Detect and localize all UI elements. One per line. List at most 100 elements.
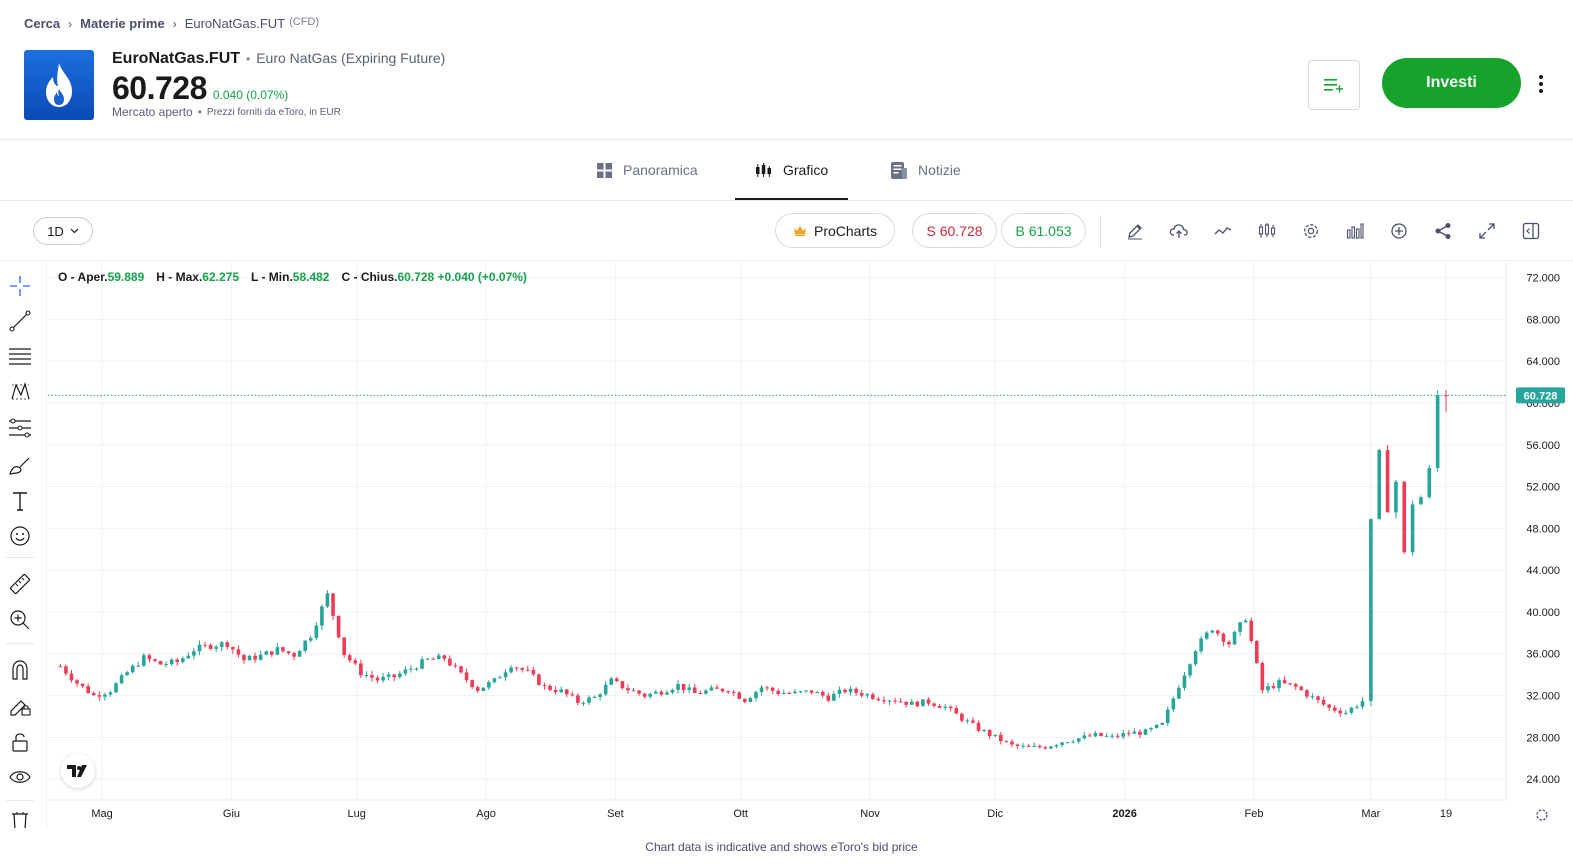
magnet-icon[interactable] bbox=[8, 658, 32, 682]
pattern-icon[interactable] bbox=[8, 379, 32, 403]
pencil-icon[interactable] bbox=[1124, 220, 1146, 242]
candle-body bbox=[1249, 620, 1254, 641]
timeframe-selector[interactable]: 1D bbox=[33, 217, 93, 245]
tab-chart[interactable]: Grafico bbox=[734, 140, 849, 200]
procharts-button[interactable]: ProCharts bbox=[775, 213, 895, 248]
tab-overview[interactable]: Panoramica bbox=[597, 140, 698, 200]
tab-news[interactable]: Notizie bbox=[891, 140, 961, 200]
tradingview-icon bbox=[67, 765, 87, 777]
breadcrumb: Cerca › Materie prime › EuroNatGas.FUT (… bbox=[24, 16, 319, 32]
ruler-icon[interactable] bbox=[8, 572, 32, 596]
x-axis-tick-label: Ott bbox=[733, 808, 748, 820]
horizontal-lines-icon[interactable] bbox=[8, 344, 32, 368]
candle-body bbox=[192, 651, 196, 656]
lock-drawing-icon[interactable] bbox=[8, 694, 32, 718]
candle-body bbox=[425, 658, 430, 660]
candle-body bbox=[932, 703, 936, 706]
trend-line-icon[interactable] bbox=[8, 309, 32, 333]
y-axis-tick-label: 32.000 bbox=[1526, 691, 1560, 703]
candle-body bbox=[203, 644, 207, 646]
x-axis-tick-label: Mar bbox=[1361, 808, 1380, 820]
candle-body bbox=[832, 693, 836, 701]
candle-body bbox=[687, 687, 691, 691]
candle-body bbox=[793, 691, 797, 694]
eye-icon[interactable] bbox=[8, 765, 32, 789]
y-axis-tick-label: 52.000 bbox=[1526, 482, 1560, 494]
x-axis-tick-label: Giu bbox=[223, 808, 240, 820]
add-indicator-icon[interactable] bbox=[1388, 220, 1410, 242]
brush-icon[interactable] bbox=[8, 454, 32, 478]
candle-body bbox=[676, 683, 680, 690]
candle-body bbox=[871, 694, 875, 699]
candle-body bbox=[175, 659, 180, 663]
candle-body bbox=[982, 730, 986, 732]
candle-body bbox=[993, 734, 998, 736]
emoji-icon[interactable] bbox=[8, 524, 32, 548]
candle-body bbox=[1394, 481, 1398, 513]
bar-chart-icon[interactable] bbox=[1344, 220, 1366, 242]
lock-icon[interactable] bbox=[8, 730, 32, 754]
buy-button[interactable]: B 61.053 bbox=[1001, 213, 1086, 248]
candle-body bbox=[1127, 733, 1131, 735]
price-change: 0.040 (0.07%) bbox=[212, 88, 289, 102]
candle-body bbox=[381, 676, 385, 681]
candle-body bbox=[103, 694, 107, 697]
candle-body bbox=[770, 687, 775, 691]
breadcrumb-link-search[interactable]: Cerca bbox=[24, 16, 61, 31]
fib-icon[interactable] bbox=[8, 416, 32, 440]
gear-icon bbox=[1536, 809, 1548, 821]
more-vertical-icon bbox=[1539, 75, 1543, 79]
candle-body bbox=[1427, 468, 1432, 498]
x-axis-tick-label: Lug bbox=[347, 808, 365, 820]
candle-body bbox=[999, 734, 1003, 742]
more-options-button[interactable] bbox=[1533, 70, 1549, 98]
candle-body bbox=[943, 706, 947, 708]
candle-body bbox=[1271, 686, 1276, 689]
zoom-in-icon[interactable] bbox=[8, 608, 32, 632]
trash-icon[interactable] bbox=[8, 812, 32, 828]
line-chart-icon[interactable] bbox=[1212, 220, 1234, 242]
candle-body bbox=[275, 647, 280, 655]
sell-button[interactable]: S 60.728 bbox=[912, 213, 997, 248]
price-chart[interactable]: 72.00068.00064.00060.00056.00052.00048.0… bbox=[48, 262, 1573, 827]
candle-body bbox=[1310, 696, 1315, 698]
candle-body bbox=[1402, 481, 1407, 553]
tradingview-logo[interactable] bbox=[61, 754, 95, 788]
candle-body bbox=[80, 683, 85, 687]
candle-body bbox=[1015, 744, 1020, 747]
toolbar-divider bbox=[6, 800, 34, 801]
tab-label: Grafico bbox=[783, 162, 829, 178]
tab-label: Notizie bbox=[918, 162, 961, 178]
share-icon[interactable] bbox=[1432, 220, 1454, 242]
panel-toggle-icon[interactable] bbox=[1520, 220, 1542, 242]
candle-body bbox=[459, 666, 463, 673]
candle-body bbox=[1026, 745, 1031, 747]
add-to-watchlist-button[interactable] bbox=[1308, 60, 1360, 110]
candle-body bbox=[1021, 745, 1025, 747]
settings-icon[interactable] bbox=[1300, 220, 1322, 242]
candle-body bbox=[637, 690, 641, 694]
candle-body bbox=[264, 651, 269, 655]
cloud-icon[interactable] bbox=[1168, 220, 1190, 242]
candle-body bbox=[370, 674, 374, 678]
chart-border bbox=[46, 262, 47, 827]
candle-body bbox=[286, 651, 291, 654]
x-axis-tick-label: 2026 bbox=[1112, 808, 1136, 820]
candle-body bbox=[336, 615, 341, 638]
candle-body bbox=[976, 722, 981, 731]
candle-body bbox=[1277, 680, 1281, 689]
x-axis-tick-label: Set bbox=[607, 808, 624, 820]
breadcrumb-link-commodities[interactable]: Materie prime bbox=[80, 16, 165, 31]
current-price: 60.728 bbox=[112, 70, 207, 106]
toolbar-divider bbox=[0, 260, 1573, 261]
candle-body bbox=[169, 659, 174, 665]
crosshair-icon[interactable] bbox=[8, 274, 32, 298]
toolbar-separator bbox=[1100, 215, 1101, 247]
expand-icon[interactable] bbox=[1476, 220, 1498, 242]
candle-body bbox=[347, 655, 352, 661]
invest-button[interactable]: Investi bbox=[1382, 58, 1521, 108]
candle-body bbox=[481, 687, 486, 691]
text-icon[interactable] bbox=[8, 489, 32, 513]
candles-icon[interactable] bbox=[1256, 220, 1278, 242]
candle-body bbox=[915, 701, 920, 707]
